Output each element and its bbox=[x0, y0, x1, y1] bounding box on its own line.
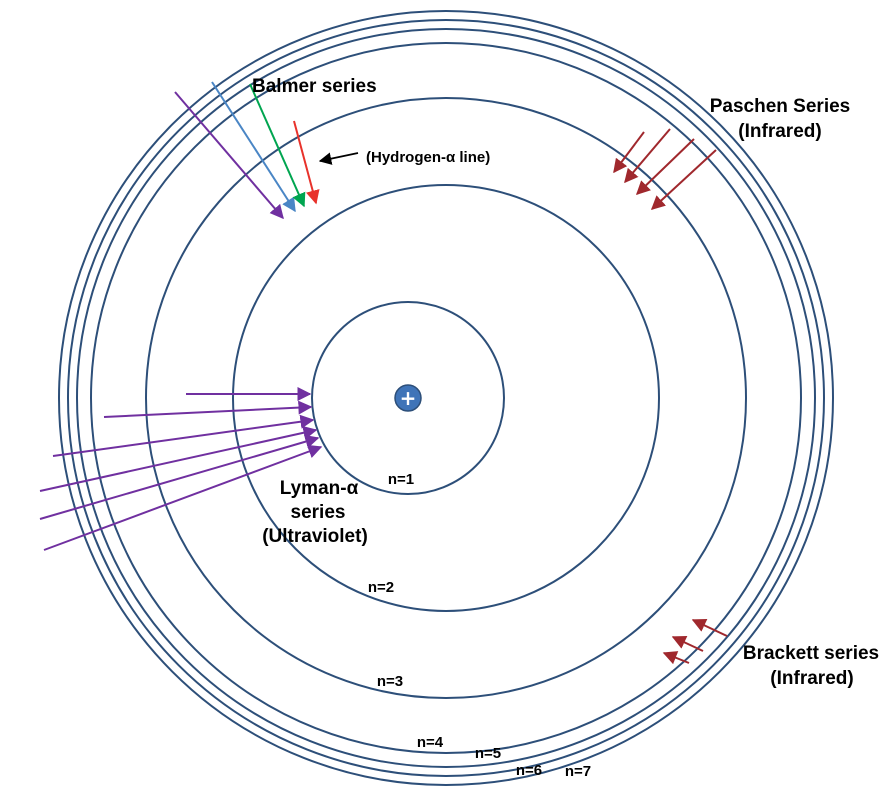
brackett-arrows bbox=[662, 619, 728, 665]
level-label-n5: n=5 bbox=[475, 745, 501, 762]
lyman-series-sublabel: series bbox=[291, 502, 346, 523]
brackett-arrow-2 bbox=[671, 635, 704, 652]
paschen-series-label: Paschen Series bbox=[710, 96, 850, 117]
paschen-arrow-2 bbox=[624, 128, 671, 184]
level-label-n7: n=7 bbox=[565, 763, 591, 780]
lyman-arrow-5 bbox=[39, 434, 320, 520]
level-label-n4: n=4 bbox=[417, 734, 444, 751]
balmer-arrow-green bbox=[249, 83, 306, 208]
balmer-arrows bbox=[174, 81, 320, 220]
orbit-n7 bbox=[58, 10, 834, 786]
lyman-series-band: (Ultraviolet) bbox=[262, 526, 368, 547]
lyman-arrow-3 bbox=[52, 414, 315, 457]
level-label-n2: n=2 bbox=[368, 579, 394, 596]
nucleus: + bbox=[394, 384, 422, 412]
brackett-series-sublabel: (Infrared) bbox=[770, 668, 853, 689]
paschen-arrows bbox=[613, 128, 717, 210]
nucleus-circle bbox=[394, 384, 422, 412]
lyman-series-label: Lyman-α bbox=[280, 478, 359, 499]
nucleus-plus-icon: + bbox=[400, 386, 417, 410]
orbit-n3 bbox=[145, 97, 747, 699]
level-label-n3: n=3 bbox=[377, 673, 403, 690]
brackett-series-label: Brackett series bbox=[743, 643, 879, 664]
lyman-arrow-4 bbox=[39, 425, 318, 492]
hydrogen-alpha-label: (Hydrogen-α line) bbox=[366, 149, 490, 166]
orbit-n2 bbox=[232, 184, 660, 612]
brackett-arrow-1 bbox=[691, 619, 728, 637]
balmer-arrow-blue bbox=[211, 81, 296, 213]
balmer-arrow-violet bbox=[174, 91, 284, 220]
paschen-series-sublabel: (Infrared) bbox=[738, 121, 821, 142]
orbit-n1 bbox=[311, 301, 505, 495]
orbit-n4 bbox=[90, 42, 802, 754]
level-label-n6: n=6 bbox=[516, 762, 542, 779]
orbit-n6 bbox=[67, 19, 825, 777]
level-label-n1: n=1 bbox=[388, 471, 414, 488]
hydrogen-alpha-pointer-arrow bbox=[318, 152, 359, 165]
orbit-n5 bbox=[76, 28, 816, 768]
brackett-arrow-3 bbox=[662, 651, 690, 665]
lyman-arrow-2 bbox=[103, 400, 313, 418]
balmer-arrow-red bbox=[293, 120, 320, 205]
lyman-arrow-6 bbox=[43, 444, 323, 551]
paschen-arrow-4 bbox=[650, 149, 717, 210]
paschen-arrow-1 bbox=[613, 131, 645, 174]
balmer-series-label: Balmer series bbox=[252, 76, 377, 97]
lyman-arrows bbox=[39, 387, 323, 551]
paschen-arrow-3 bbox=[635, 138, 695, 195]
